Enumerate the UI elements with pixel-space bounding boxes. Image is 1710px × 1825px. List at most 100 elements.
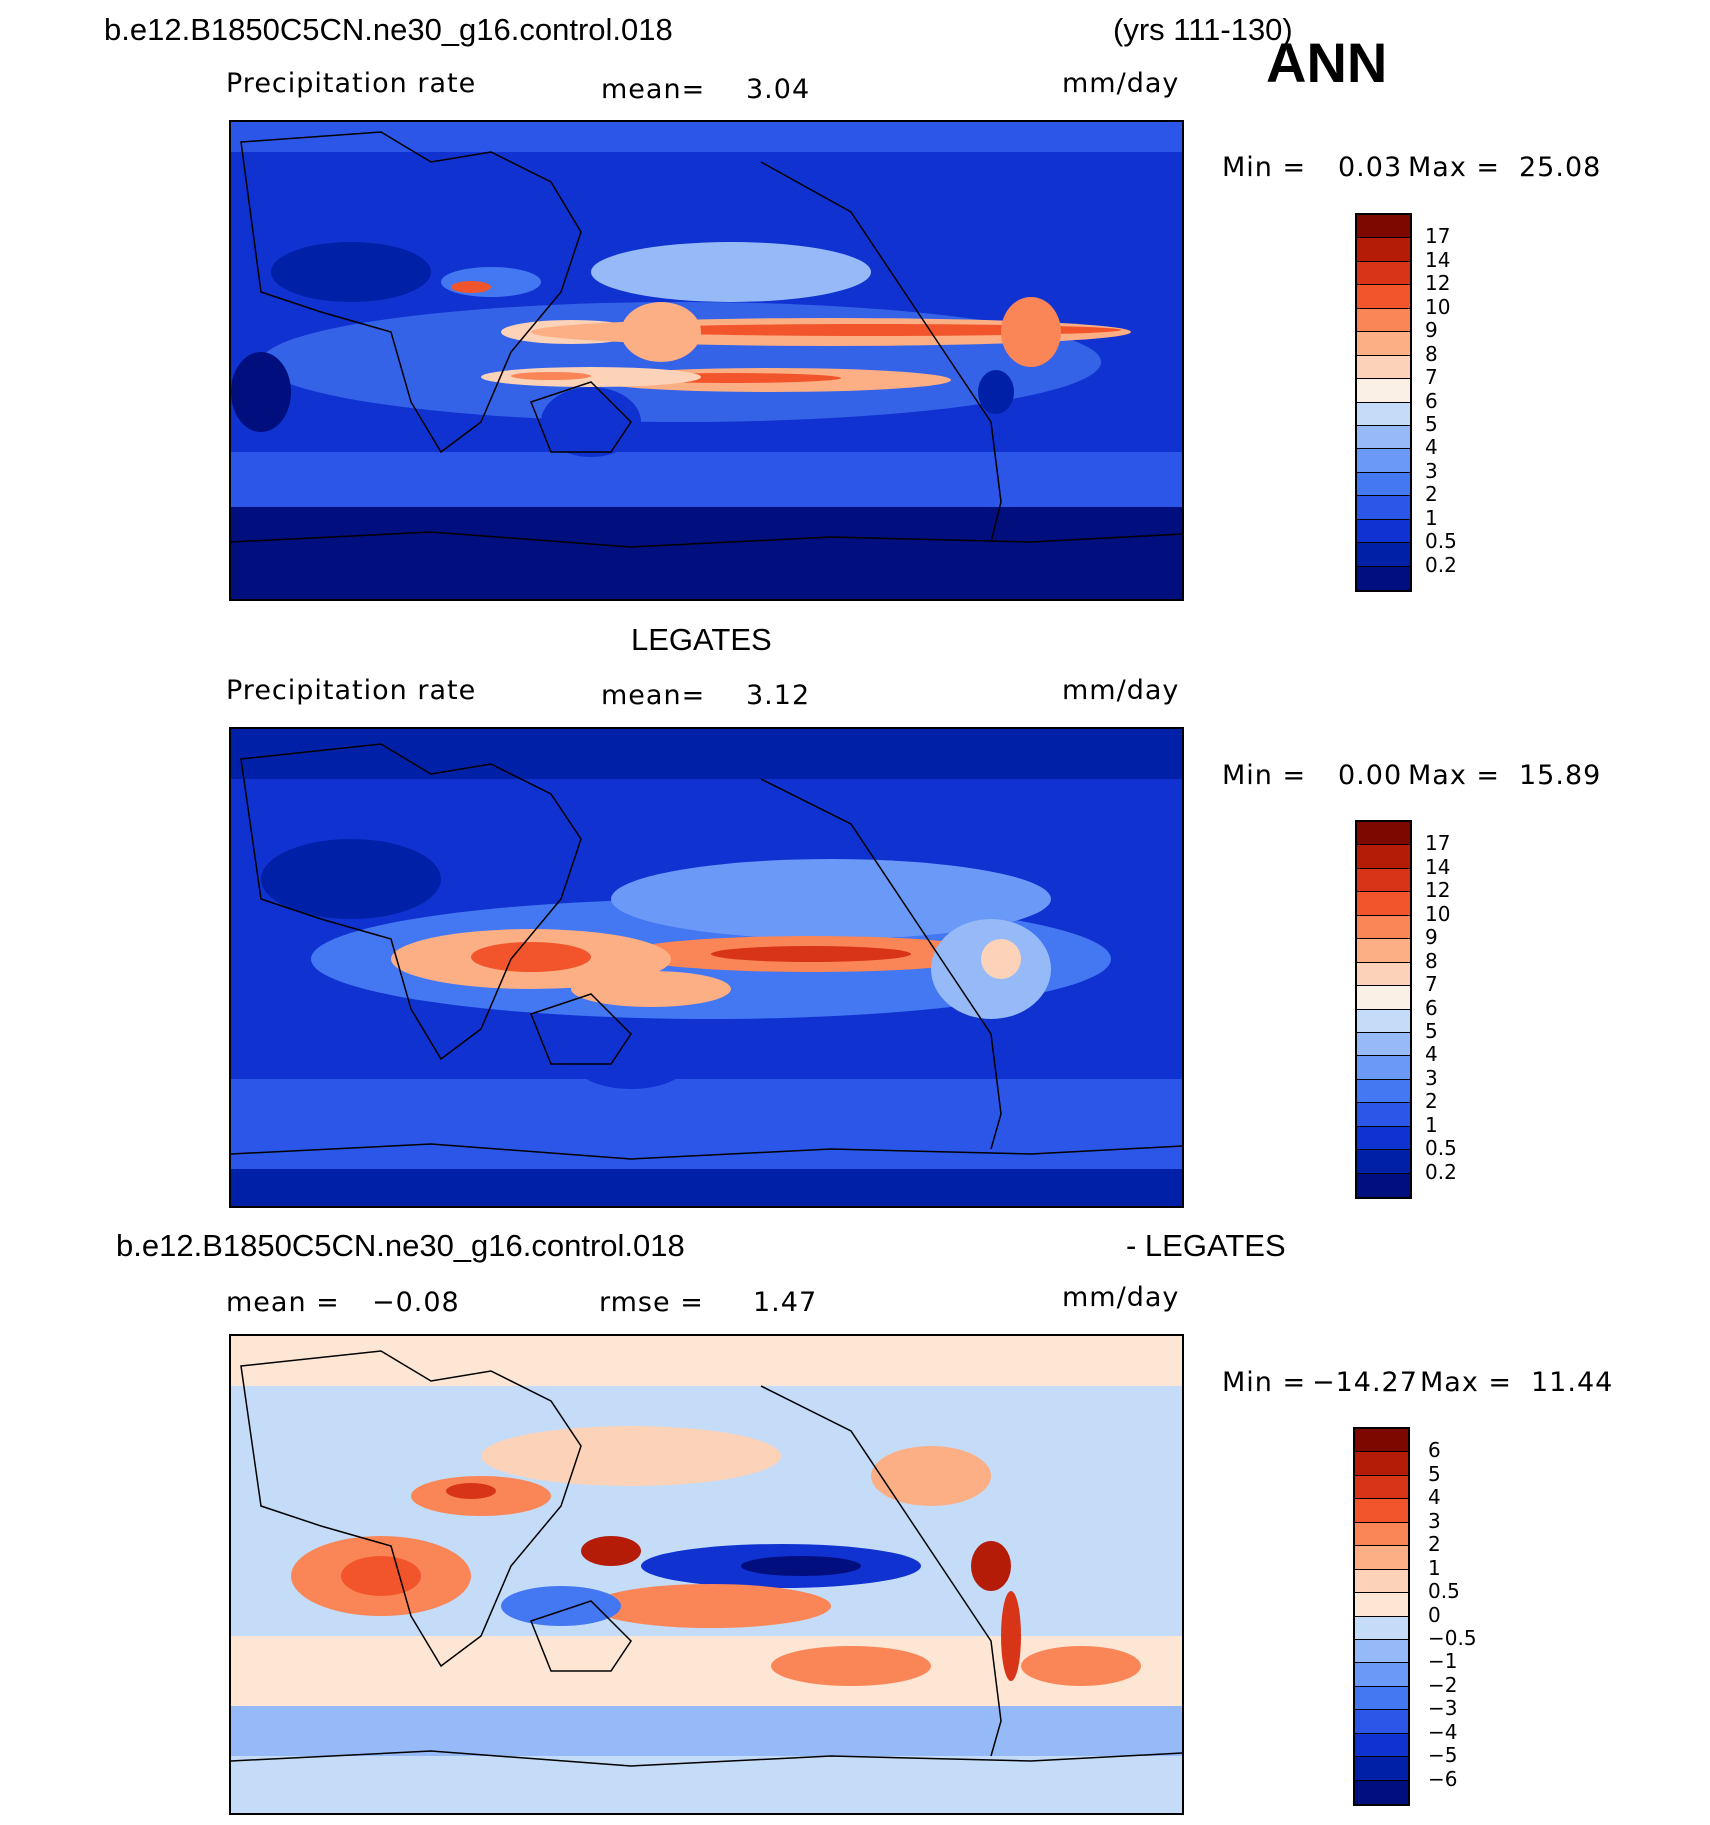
colorbar-swatch bbox=[1355, 1522, 1408, 1547]
colorbar-swatch bbox=[1355, 1569, 1408, 1594]
obs-precip-field bbox=[231, 729, 1182, 1206]
colorbar-tick-label: 1 bbox=[1428, 1555, 1441, 1580]
colorbar-tick-label: 5 bbox=[1425, 411, 1438, 436]
colorbar-tick-label: 3 bbox=[1425, 1065, 1438, 1090]
colorbar-tick-label: 0.5 bbox=[1425, 529, 1457, 554]
panel3-max-value: 11.44 bbox=[1531, 1367, 1614, 1398]
colorbar-swatch bbox=[1355, 1546, 1408, 1570]
obs-precip-map bbox=[229, 727, 1184, 1208]
colorbar-tick-label: 8 bbox=[1425, 948, 1438, 973]
colorbar-tick-label: 14 bbox=[1425, 247, 1451, 272]
colorbar-tick-label: 1 bbox=[1425, 505, 1438, 530]
colorbar-swatch bbox=[1357, 238, 1410, 262]
colorbar-swatch bbox=[1357, 1150, 1410, 1174]
colorbar-swatch bbox=[1355, 1616, 1408, 1640]
colorbar-swatch bbox=[1357, 332, 1410, 356]
panel2-variable: Precipitation rate bbox=[226, 675, 477, 706]
colorbar-swatch bbox=[1357, 215, 1410, 239]
colorbar-tick-label: −0.5 bbox=[1428, 1625, 1477, 1650]
season-label: ANN bbox=[1266, 31, 1388, 94]
colorbar-swatch bbox=[1355, 1780, 1408, 1804]
panel3-min-label: Min = bbox=[1222, 1367, 1307, 1398]
panel2-title: LEGATES bbox=[631, 622, 772, 657]
colorbar-swatch bbox=[1357, 845, 1410, 869]
colorbar-tick-label: 0.2 bbox=[1425, 1159, 1457, 1184]
colorbar-tick-label: 8 bbox=[1425, 341, 1438, 366]
colorbar-swatch bbox=[1357, 868, 1410, 893]
panel3-rmse-value: 1.47 bbox=[753, 1287, 818, 1318]
colorbar-tick-label: 6 bbox=[1428, 1438, 1441, 1463]
panel3-max-label: Max = bbox=[1420, 1367, 1513, 1398]
colorbar-tick-label: 17 bbox=[1425, 224, 1451, 249]
model-precip-field bbox=[231, 122, 1182, 599]
colorbar-tick-label: 10 bbox=[1425, 294, 1451, 319]
panel2-mean-value: 3.12 bbox=[746, 680, 811, 711]
colorbar-tick-label: 12 bbox=[1425, 271, 1451, 296]
panel1-max-label: Max = bbox=[1408, 152, 1501, 183]
colorbar-tick-label: 2 bbox=[1428, 1532, 1441, 1557]
colorbar-swatch bbox=[1357, 1103, 1410, 1127]
colorbar-tick-label: −2 bbox=[1428, 1672, 1458, 1697]
colorbar-tick-label: 5 bbox=[1425, 1018, 1438, 1043]
colorbar-swatch bbox=[1355, 1639, 1408, 1664]
panel2-min-value: 0.00 bbox=[1338, 760, 1403, 791]
colorbar-tick-label: 0.5 bbox=[1428, 1579, 1460, 1604]
colorbar-tick-label: 2 bbox=[1425, 1089, 1438, 1114]
colorbar-tick-label: 12 bbox=[1425, 878, 1451, 903]
colorbar-swatch bbox=[1357, 308, 1410, 333]
colorbar-tick-label: 9 bbox=[1425, 318, 1438, 343]
colorbar-swatch bbox=[1357, 425, 1410, 450]
colorbar-swatch bbox=[1357, 566, 1410, 590]
colorbar-tick-label: 6 bbox=[1425, 388, 1438, 413]
colorbar-swatch bbox=[1357, 986, 1410, 1010]
colorbar-tick-label: 0 bbox=[1428, 1602, 1441, 1627]
colorbar-tick-label: 17 bbox=[1425, 831, 1451, 856]
panel2-min-label: Min = bbox=[1222, 760, 1307, 791]
panel3-mean-label: mean = bbox=[226, 1287, 340, 1318]
panel3-units: mm/day bbox=[1062, 1282, 1180, 1313]
panel2-units: mm/day bbox=[1062, 675, 1180, 706]
panel1-units: mm/day bbox=[1062, 68, 1180, 99]
colorbar-tick-label: 5 bbox=[1428, 1461, 1441, 1486]
colorbar-tick-label: 4 bbox=[1428, 1485, 1441, 1510]
colorbar-tick-label: 4 bbox=[1425, 1042, 1438, 1067]
colorbar-tick-label: 9 bbox=[1425, 925, 1438, 950]
colorbar-swatch bbox=[1357, 285, 1410, 309]
case-title: b.e12.B1850C5CN.ne30_g16.control.018 bbox=[104, 12, 673, 47]
panel1-mean-value: 3.04 bbox=[746, 74, 811, 105]
panel1-max-value: 25.08 bbox=[1519, 152, 1602, 183]
colorbar-tick-label: −5 bbox=[1428, 1743, 1458, 1768]
panel2-mean-label: mean= bbox=[601, 680, 706, 711]
colorbar-tick-label: −4 bbox=[1428, 1719, 1458, 1744]
diff-precip-field bbox=[231, 1336, 1182, 1813]
colorbar-tick-label: −3 bbox=[1428, 1696, 1458, 1721]
panel1-variable: Precipitation rate bbox=[226, 68, 477, 99]
panel3-title-right: - LEGATES bbox=[1126, 1228, 1286, 1263]
colorbar-swatch bbox=[1357, 379, 1410, 403]
colorbar-swatch bbox=[1357, 261, 1410, 286]
colorbar-tick-label: 1 bbox=[1425, 1112, 1438, 1137]
colorbar-swatch bbox=[1357, 1126, 1410, 1151]
colorbar-tick-label: −1 bbox=[1428, 1649, 1458, 1674]
colorbar-swatch bbox=[1357, 822, 1410, 846]
colorbar-tick-label: 6 bbox=[1425, 995, 1438, 1020]
panel3-min-value: −14.27 bbox=[1312, 1367, 1418, 1398]
colorbar-swatch bbox=[1355, 1452, 1408, 1476]
panel2-max-value: 15.89 bbox=[1519, 760, 1602, 791]
colorbar-swatch bbox=[1357, 939, 1410, 963]
colorbar-swatch bbox=[1357, 892, 1410, 916]
colorbar-swatch bbox=[1355, 1710, 1408, 1734]
colorbar-tick-label: 3 bbox=[1428, 1508, 1441, 1533]
colorbar-swatch bbox=[1355, 1733, 1408, 1758]
panel3-title-left: b.e12.B1850C5CN.ne30_g16.control.018 bbox=[116, 1228, 685, 1263]
colorbar-tick-label: 0.5 bbox=[1425, 1136, 1457, 1161]
colorbar-swatch bbox=[1355, 1429, 1408, 1453]
panel2-max-label: Max = bbox=[1408, 760, 1501, 791]
colorbar-swatch bbox=[1357, 355, 1410, 380]
colorbar-tick-label: 3 bbox=[1425, 458, 1438, 483]
colorbar-tick-label: 10 bbox=[1425, 901, 1451, 926]
colorbar-swatch bbox=[1357, 1009, 1410, 1033]
colorbar-swatch bbox=[1357, 472, 1410, 497]
colorbar-swatch bbox=[1355, 1757, 1408, 1781]
colorbar-tick-label: 2 bbox=[1425, 482, 1438, 507]
